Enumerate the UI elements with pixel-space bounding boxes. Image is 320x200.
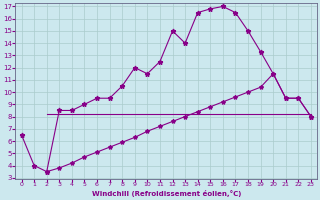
X-axis label: Windchill (Refroidissement éolien,°C): Windchill (Refroidissement éolien,°C)	[92, 190, 241, 197]
